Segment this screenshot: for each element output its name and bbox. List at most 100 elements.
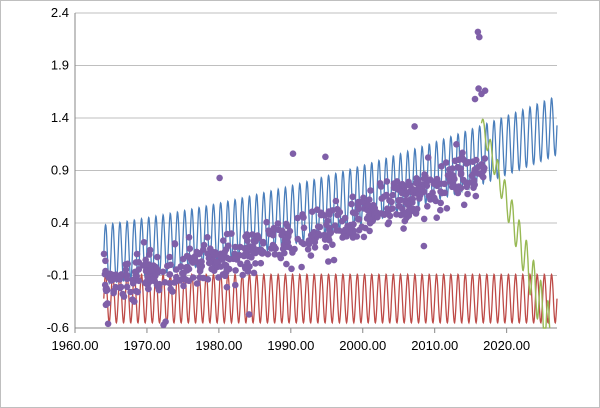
scatter-point [185, 234, 193, 241]
scatter-point [123, 275, 131, 283]
scatter-point [326, 224, 333, 232]
scatter-point [451, 175, 458, 183]
scatter-point [354, 215, 362, 223]
scatter-point [231, 250, 238, 258]
scatter-point [325, 258, 332, 265]
scatter-point [472, 192, 480, 200]
scatter-point [179, 255, 187, 263]
scatter-point [479, 173, 487, 181]
scatter-point [366, 227, 373, 235]
scatter-point [213, 258, 220, 266]
scatter-point [405, 178, 412, 186]
scatter-point [294, 235, 302, 243]
scatter-point [260, 240, 267, 247]
scatter-point [464, 190, 471, 198]
scatter-point [288, 265, 295, 273]
scatter-point [257, 259, 265, 267]
scatter-point [198, 258, 205, 265]
scatter-point [311, 238, 319, 246]
scatter-point [104, 320, 112, 328]
scatter-point [270, 224, 278, 232]
scatter-point [420, 242, 428, 250]
scatter-point [186, 245, 194, 252]
scatter-point [117, 283, 125, 291]
scatter-point [307, 252, 315, 259]
scatter-point [144, 285, 152, 293]
scatter-point [142, 256, 149, 264]
scatter-point [409, 195, 417, 203]
scatter-point [341, 233, 349, 240]
scatter-point [308, 208, 316, 215]
y-tick-label: 0.4 [51, 215, 69, 230]
scatter-point [448, 183, 456, 191]
y-tick-label: -0.6 [47, 320, 69, 335]
scatter-point [149, 276, 157, 283]
scatter-point [162, 318, 169, 326]
scatter-point [398, 189, 406, 197]
scatter-point [321, 231, 328, 239]
scatter-point [122, 266, 130, 273]
scatter-point [393, 211, 400, 218]
scatter-point [204, 234, 211, 241]
scatter-point [217, 263, 225, 270]
scatter-point [364, 201, 372, 209]
scatter-point [193, 280, 201, 287]
scatter-point [326, 211, 333, 218]
scatter-point [332, 197, 340, 205]
scatter-point [367, 187, 374, 194]
scatter-point [400, 225, 407, 232]
scatter-point [284, 222, 291, 230]
scatter-point [349, 193, 357, 201]
scatter-point [298, 263, 305, 271]
scatter-point [152, 264, 160, 272]
scatter-point [166, 253, 173, 261]
scatter-point [228, 230, 235, 237]
series-layer [100, 28, 558, 329]
scatter-point [250, 243, 257, 251]
scatter-point [102, 287, 110, 295]
scatter-point [373, 209, 381, 216]
scatter-point [468, 172, 476, 180]
series-line-red [103, 272, 558, 325]
scatter-point [317, 211, 325, 219]
scatter-point [132, 259, 140, 266]
scatter-point [232, 281, 239, 289]
y-tick-label: -0.1 [47, 268, 69, 283]
scatter-point [424, 154, 432, 161]
scatter-point [184, 263, 191, 271]
scatter-point [392, 184, 400, 192]
scatter-point [350, 221, 357, 228]
scatter-point [109, 276, 117, 284]
scatter-point [250, 238, 258, 246]
scatter-point [179, 275, 186, 283]
scatter-point [289, 150, 297, 157]
scatter-point [355, 205, 362, 213]
y-tick-label: 0.9 [51, 163, 69, 178]
scatter-point [469, 158, 477, 165]
series-line-blue [103, 96, 558, 285]
scatter-point [460, 201, 468, 209]
scatter-point [437, 206, 444, 214]
scatter-point [255, 234, 262, 242]
scatter-point [131, 298, 138, 305]
scatter-point [386, 212, 394, 220]
scatter-point [458, 154, 466, 161]
scatter-point [294, 214, 301, 222]
scatter-point [442, 159, 450, 166]
scatter-point [225, 242, 232, 250]
scatter-point [263, 218, 270, 226]
scatter-point [161, 279, 169, 286]
scatter-point [386, 197, 393, 204]
scatter-point [257, 246, 265, 254]
scatter-point [208, 248, 216, 255]
scatter-point [275, 251, 283, 259]
scatter-point [403, 200, 411, 208]
scatter-point [449, 165, 456, 172]
scatter-point [336, 208, 344, 216]
scatter-point [173, 266, 180, 273]
scatter-point [129, 280, 137, 287]
scatter-point [358, 198, 365, 206]
scatter-point [127, 288, 134, 296]
scatter-point [252, 260, 259, 267]
